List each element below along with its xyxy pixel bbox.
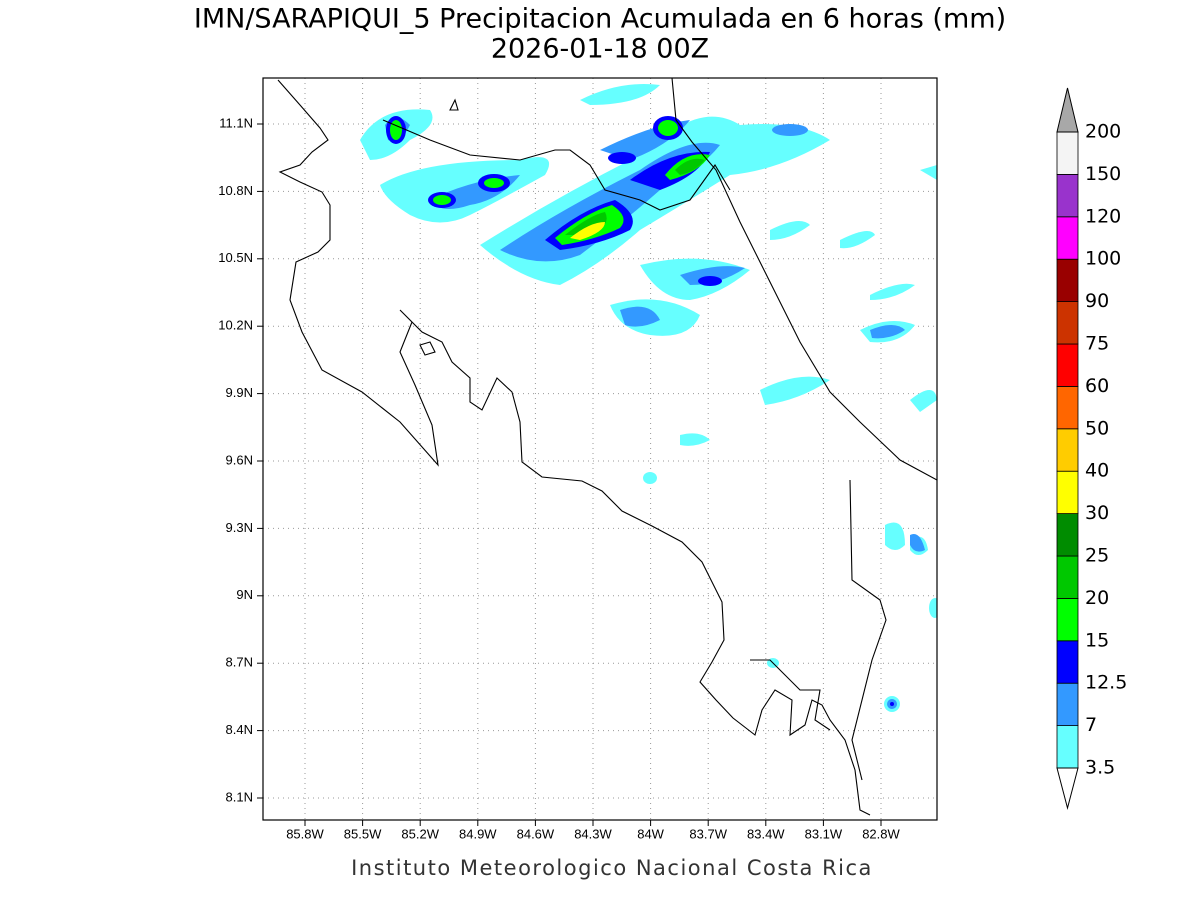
lat-label: 10.2N [218, 318, 253, 333]
colorbar-label: 40 [1085, 460, 1109, 482]
colorbar-box [1056, 258, 1079, 303]
lat-label: 8.1N [226, 789, 253, 804]
title: IMN/SARAPIQUI_5 Precipitacion Acumulada … [194, 4, 1006, 35]
colorbar-box [1056, 598, 1079, 642]
lon-label: 84.6W [517, 826, 555, 841]
colorbar-box [1056, 131, 1079, 175]
lat-label: 10.8N [218, 183, 253, 198]
precip-field [277, 78, 937, 816]
colorbar-box [1056, 301, 1079, 345]
lat-label: 10.5N [218, 250, 253, 265]
colorbar-label: 20 [1085, 587, 1109, 609]
footer: Instituto Meteorologico Nacional Costa R… [351, 856, 873, 880]
colorbar-label: 150 [1085, 163, 1121, 185]
lat-label: 11.1N [219, 115, 253, 130]
colorbar: 3.5 7 12.5 15 20 25 30 40 50 60 75 90 100 120 150 200 [1056, 87, 1127, 810]
lat-label: 9.6N [226, 452, 253, 467]
colorbar-box [1056, 725, 1079, 769]
lat-label: 8.7N [226, 655, 253, 670]
colorbar-label: 100 [1085, 248, 1121, 270]
colorbar-box [1056, 428, 1079, 472]
colorbar-label: 200 [1085, 121, 1121, 143]
colorbar-label: 30 [1085, 502, 1109, 524]
lon-label: 83.1W [805, 826, 843, 841]
lon-label: 84.9W [459, 826, 497, 841]
colorbar-label: 90 [1085, 290, 1109, 312]
colorbar-label: 50 [1085, 417, 1109, 439]
colorbar-under [1056, 767, 1079, 810]
subtitle: 2026-01-18 00Z [491, 34, 709, 65]
colorbar-label: 3.5 [1085, 757, 1115, 779]
lat-label: 9.9N [226, 385, 253, 400]
colorbar-box [1056, 216, 1079, 260]
map-frame [262, 77, 938, 821]
colorbar-box [1056, 513, 1079, 557]
colorbar-label: 25 [1085, 545, 1109, 567]
colorbar-box [1056, 682, 1079, 727]
colorbar-label: 120 [1085, 205, 1121, 227]
lon-label: 84W [637, 826, 664, 841]
grid: 11.1N 10.8N 10.5N 10.2N 9.9N 9.6N 9.3N 9N 8.7N 8.… [218, 78, 937, 841]
lon-label: 85.5W [344, 826, 382, 841]
lat-label: 8.4N [226, 722, 253, 737]
precip-extreme [570, 222, 605, 240]
lon-label: 83.4W [747, 826, 785, 841]
lon-label: 84.3W [574, 826, 612, 841]
colorbar-label: 12.5 [1085, 672, 1127, 694]
coastline [277, 78, 937, 816]
colorbar-label: 60 [1085, 375, 1109, 397]
lat-label: 9N [236, 587, 253, 602]
lon-label: 85.2W [401, 826, 439, 841]
lon-label: 85.8W [286, 826, 324, 841]
colorbar-label: 75 [1085, 333, 1109, 355]
lon-label: 83.7W [689, 826, 727, 841]
colorbar-label: 15 [1085, 629, 1109, 651]
colorbar-box [1056, 640, 1079, 684]
colorbar-box [1056, 555, 1079, 599]
colorbar-over [1056, 87, 1079, 133]
colorbar-box [1056, 173, 1079, 218]
colorbar-box [1056, 470, 1079, 515]
colorbar-label: 7 [1085, 714, 1097, 736]
lat-label: 9.3N [226, 520, 253, 535]
colorbar-box [1056, 385, 1079, 430]
lon-label: 82.8W [862, 826, 900, 841]
colorbar-box [1056, 343, 1079, 387]
